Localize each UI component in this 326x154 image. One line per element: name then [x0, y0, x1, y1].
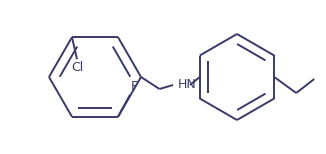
Text: HN: HN: [178, 79, 197, 91]
Text: Cl: Cl: [71, 61, 83, 74]
Text: F: F: [131, 80, 138, 93]
